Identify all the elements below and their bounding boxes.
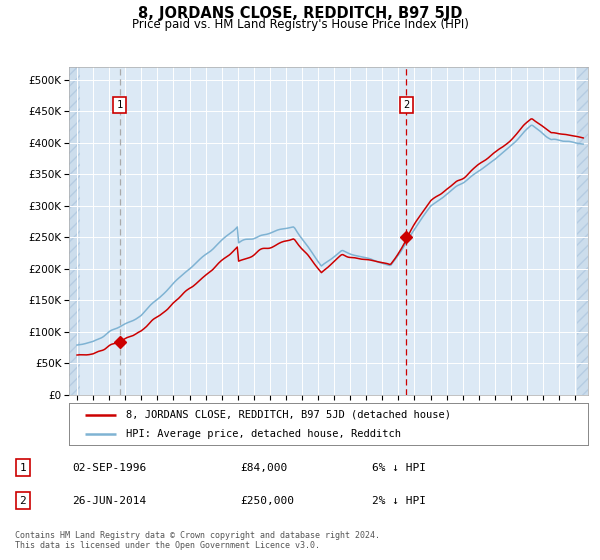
Text: Price paid vs. HM Land Registry's House Price Index (HPI): Price paid vs. HM Land Registry's House … bbox=[131, 18, 469, 31]
Text: 1: 1 bbox=[117, 100, 123, 110]
Text: HPI: Average price, detached house, Redditch: HPI: Average price, detached house, Redd… bbox=[126, 429, 401, 439]
Text: 2% ↓ HPI: 2% ↓ HPI bbox=[372, 496, 426, 506]
Bar bbox=[69, 67, 80, 395]
Text: £84,000: £84,000 bbox=[240, 463, 287, 473]
Text: 6% ↓ HPI: 6% ↓ HPI bbox=[372, 463, 426, 473]
Text: 1: 1 bbox=[19, 463, 26, 473]
Bar bbox=[577, 67, 588, 395]
Text: 8, JORDANS CLOSE, REDDITCH, B97 5JD (detached house): 8, JORDANS CLOSE, REDDITCH, B97 5JD (det… bbox=[126, 409, 451, 419]
Text: 2: 2 bbox=[403, 100, 409, 110]
Text: £250,000: £250,000 bbox=[240, 496, 294, 506]
Text: 8, JORDANS CLOSE, REDDITCH, B97 5JD: 8, JORDANS CLOSE, REDDITCH, B97 5JD bbox=[138, 6, 462, 21]
Text: Contains HM Land Registry data © Crown copyright and database right 2024.
This d: Contains HM Land Registry data © Crown c… bbox=[15, 531, 380, 550]
Text: 26-JUN-2014: 26-JUN-2014 bbox=[72, 496, 146, 506]
Text: 2: 2 bbox=[19, 496, 26, 506]
Text: 02-SEP-1996: 02-SEP-1996 bbox=[72, 463, 146, 473]
